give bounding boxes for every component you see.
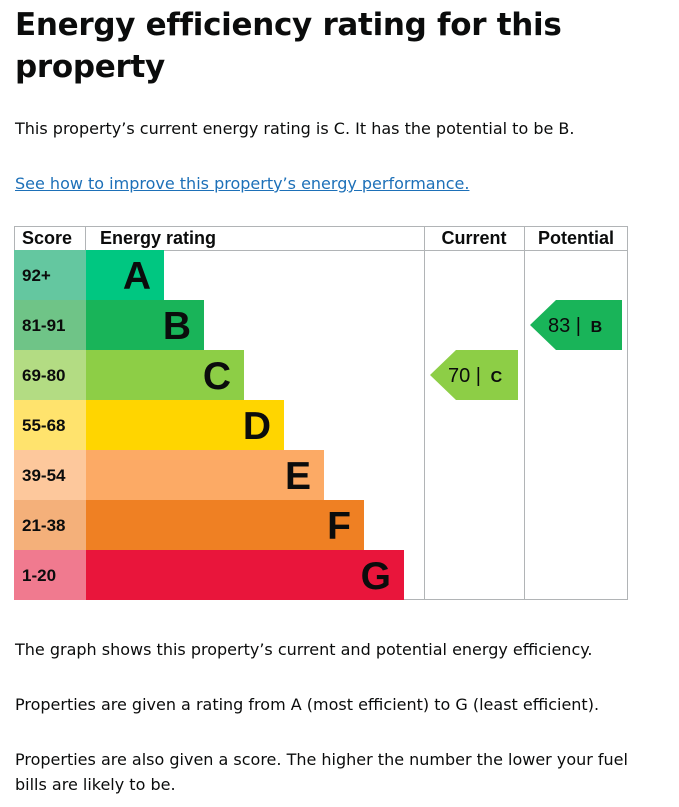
score-description: Properties are also given a score. The h…	[15, 750, 628, 794]
potential-arrow	[530, 300, 622, 350]
score-cell-f	[14, 500, 86, 550]
rating-bar-g	[86, 550, 404, 600]
header-score: Score	[22, 228, 72, 248]
score-cell-c	[14, 350, 86, 400]
rating-letter-a: A	[123, 255, 151, 298]
current-band-letter: C	[491, 369, 503, 386]
score-cell-g	[14, 550, 86, 600]
header-energy-rating: Energy rating	[100, 228, 216, 248]
rating-letter-b: B	[163, 305, 191, 348]
rating-bar-d	[86, 400, 284, 450]
improve-energy-link[interactable]: See how to improve this property’s energ…	[15, 174, 470, 193]
page-title: Energy efficiency rating for this proper…	[15, 7, 562, 85]
graph-description: The graph shows this property’s current …	[15, 640, 593, 659]
potential-band-letter: B	[591, 319, 603, 336]
rating-letter-c: C	[203, 355, 231, 398]
rating-bar-e	[86, 450, 324, 500]
rating-letter-g: G	[361, 555, 391, 598]
score-cell-b	[14, 300, 86, 350]
rating-bar-f	[86, 500, 364, 550]
score-cell-d	[14, 400, 86, 450]
rating-letter-f: F	[327, 505, 351, 548]
current-score-value: 70 |	[448, 365, 487, 387]
score-range-b: 81-91	[22, 316, 65, 335]
potential-score-value: 83 |	[548, 315, 587, 337]
score-cell-a	[14, 250, 86, 300]
rating-bar-b	[86, 300, 204, 350]
current-arrow	[430, 350, 518, 400]
header-current: Current	[441, 228, 506, 248]
score-cell-e	[14, 450, 86, 500]
rating-description: Properties are given a rating from A (mo…	[15, 695, 600, 714]
rating-bar-a	[86, 250, 164, 300]
rating-bar-c	[86, 350, 244, 400]
score-range-a: 92+	[22, 266, 51, 285]
current-score-label: 70 | C	[448, 365, 503, 387]
rating-letter-d: D	[243, 405, 271, 448]
intro-text: This property’s current energy rating is…	[15, 119, 575, 138]
potential-score-label: 83 | B	[548, 315, 602, 337]
score-range-f: 21-38	[22, 516, 65, 535]
score-range-d: 55-68	[22, 416, 65, 435]
rating-letter-e: E	[285, 455, 311, 498]
score-range-e: 39-54	[22, 466, 66, 485]
score-range-g: 1-20	[22, 566, 56, 585]
score-range-c: 69-80	[22, 366, 65, 385]
header-potential: Potential	[538, 228, 614, 248]
